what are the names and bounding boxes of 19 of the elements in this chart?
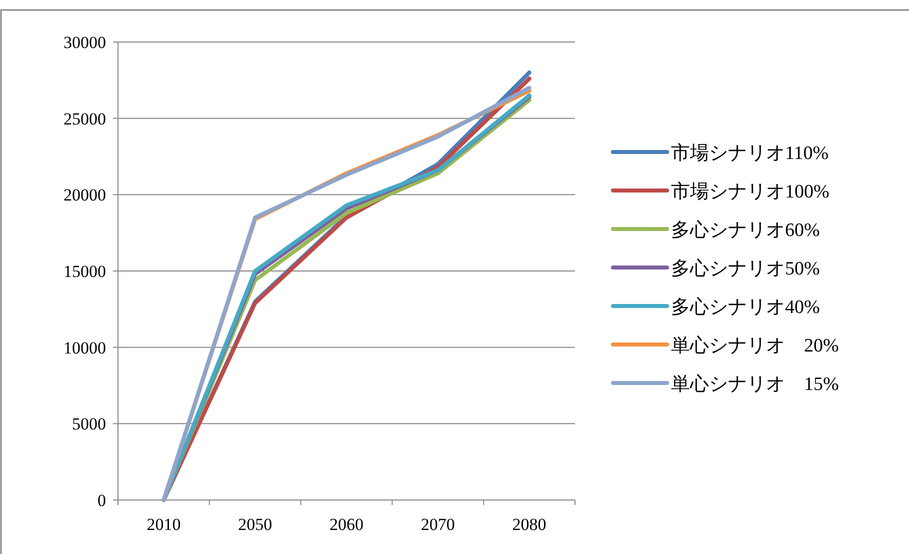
legend-label: 多心シナリオ60% bbox=[671, 219, 820, 241]
y-tick-label: 30000 bbox=[64, 33, 106, 52]
y-tick-label: 15000 bbox=[64, 262, 106, 281]
legend-label: 市場シナリオ110% bbox=[671, 142, 829, 164]
x-tick-label: 2060 bbox=[330, 515, 364, 534]
legend-label: 単心シナリオ 15% bbox=[671, 373, 839, 395]
x-tick-label: 2010 bbox=[146, 515, 181, 534]
legend-label: 市場シナリオ100% bbox=[671, 180, 830, 202]
y-tick-label: 0 bbox=[98, 491, 106, 510]
y-tick-label: 25000 bbox=[64, 109, 106, 128]
x-tick-label: 2080 bbox=[512, 515, 546, 534]
legend-label: 多心シナリオ40% bbox=[671, 296, 820, 318]
legend-label: 単心シナリオ 20% bbox=[671, 334, 839, 356]
legend-label: 多心シナリオ50% bbox=[671, 258, 820, 280]
y-tick-label: 20000 bbox=[64, 186, 106, 205]
x-tick-label: 2070 bbox=[420, 515, 455, 534]
y-tick-label: 5000 bbox=[72, 414, 106, 434]
x-tick-label: 2050 bbox=[238, 515, 272, 534]
y-tick-label: 10000 bbox=[64, 338, 106, 358]
